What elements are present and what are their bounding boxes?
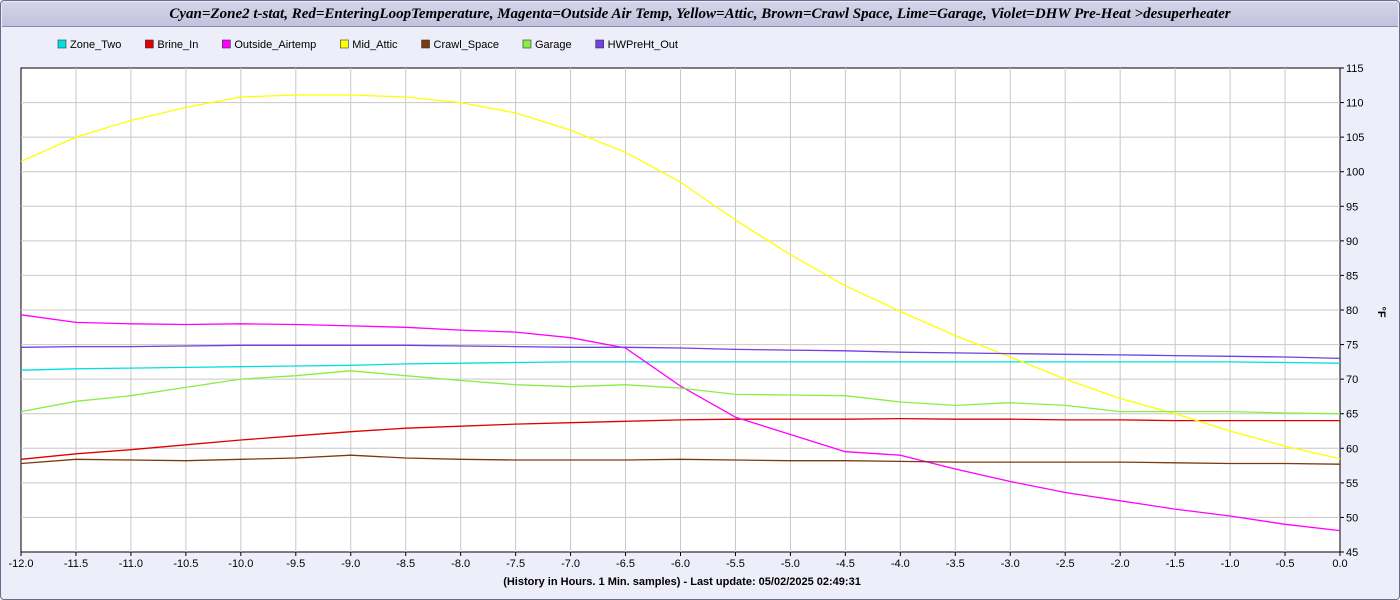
legend-label: Mid_Attic <box>352 39 398 51</box>
x-tick-label: -2.5 <box>1056 558 1075 570</box>
legend-label: Brine_In <box>157 39 198 51</box>
y-tick-label: 65 <box>1346 409 1358 421</box>
y-tick-label: 80 <box>1346 305 1358 317</box>
y-tick-label: 75 <box>1346 340 1358 352</box>
series-line-mid-attic <box>20 94 1341 460</box>
x-tick-label: -6.0 <box>671 558 690 570</box>
x-tick-label: -7.5 <box>506 558 525 570</box>
y-tick-label: 45 <box>1346 547 1358 559</box>
y-tick-label: 60 <box>1346 443 1358 455</box>
x-tick-label: -11.0 <box>119 558 143 570</box>
legend-swatch <box>145 39 154 49</box>
x-tick-label: -9.0 <box>341 558 360 570</box>
legend-swatch <box>595 39 604 49</box>
legend-label: HWPreHt_Out <box>608 39 678 51</box>
x-tick-label: 0.0 <box>1332 558 1347 570</box>
axes: -12.0 -11.5 -11.0 -10.5 -10.0 -9.5 -9.0 -8.5 -8.… <box>8 63 1364 570</box>
y-tick-label: 70 <box>1346 374 1358 386</box>
x-tick-label: -9.5 <box>286 558 305 570</box>
x-tick-label: -8.5 <box>396 558 415 570</box>
y-tick-label: 115 <box>1346 63 1364 75</box>
legend-label: Outside_Airtemp <box>234 39 316 51</box>
legend: Zone_Two Brine_In Outside_Airtemp Mid_Attic… <box>57 39 678 51</box>
x-tick-label: -12.0 <box>8 558 33 570</box>
x-tick-label: -1.5 <box>1166 558 1185 570</box>
x-tick-label: -4.5 <box>836 558 855 570</box>
x-tick-label: -0.5 <box>1276 558 1295 570</box>
legend-swatch <box>421 39 430 49</box>
legend-swatch <box>57 39 67 49</box>
series-line-zone-two <box>20 361 1341 371</box>
x-tick-label: -3.0 <box>1001 558 1020 570</box>
x-tick-label: -4.0 <box>891 558 910 570</box>
series-line-crawl-space <box>20 454 1341 465</box>
x-tick-label: -5.5 <box>726 558 745 570</box>
legend-swatch <box>339 39 349 49</box>
series-lines <box>20 94 1341 532</box>
legend-label: Garage <box>535 39 572 51</box>
y-tick-label: 90 <box>1346 236 1358 248</box>
x-tick-label: -7.0 <box>561 558 580 570</box>
x-tick-label: -2.0 <box>1111 558 1130 570</box>
chart-title: Cyan=Zone2 t-stat, Red=EnteringLoopTempe… <box>169 6 1231 22</box>
legend-swatch <box>522 39 532 49</box>
y-tick-label: 105 <box>1346 132 1364 144</box>
legend-swatch <box>222 39 231 49</box>
legend-label: Crawl_Space <box>434 39 499 51</box>
series-line-hwpreht-out <box>20 344 1341 360</box>
x-tick-label: -1.0 <box>1221 558 1240 570</box>
y-tick-label: 50 <box>1346 512 1358 524</box>
x-tick-label: -10.0 <box>228 558 253 570</box>
y-tick-label: 110 <box>1346 98 1364 110</box>
series-line-brine-in <box>20 417 1340 460</box>
x-tick-label: -11.5 <box>64 558 88 570</box>
x-tick-label: -3.5 <box>946 558 965 570</box>
title-bar: Cyan=Zone2 t-stat, Red=EnteringLoopTempe… <box>2 2 1398 27</box>
x-tick-label: -8.0 <box>451 558 470 570</box>
y-axis-label: °F <box>1375 306 1387 317</box>
x-tick-label: -6.5 <box>616 558 635 570</box>
series-line-garage <box>20 370 1341 415</box>
x-tick-label: -10.5 <box>173 558 198 570</box>
y-tick-label: 55 <box>1346 478 1358 490</box>
y-tick-label: 100 <box>1346 167 1364 179</box>
x-axis-label: (History in Hours. 1 Min. samples) - Las… <box>503 576 861 588</box>
y-tick-label: 95 <box>1346 201 1358 213</box>
x-tick-label: -5.0 <box>781 558 800 570</box>
y-tick-label: 85 <box>1346 270 1358 282</box>
legend-label: Zone_Two <box>70 39 121 51</box>
series-line-outside-airtemp <box>20 314 1341 532</box>
